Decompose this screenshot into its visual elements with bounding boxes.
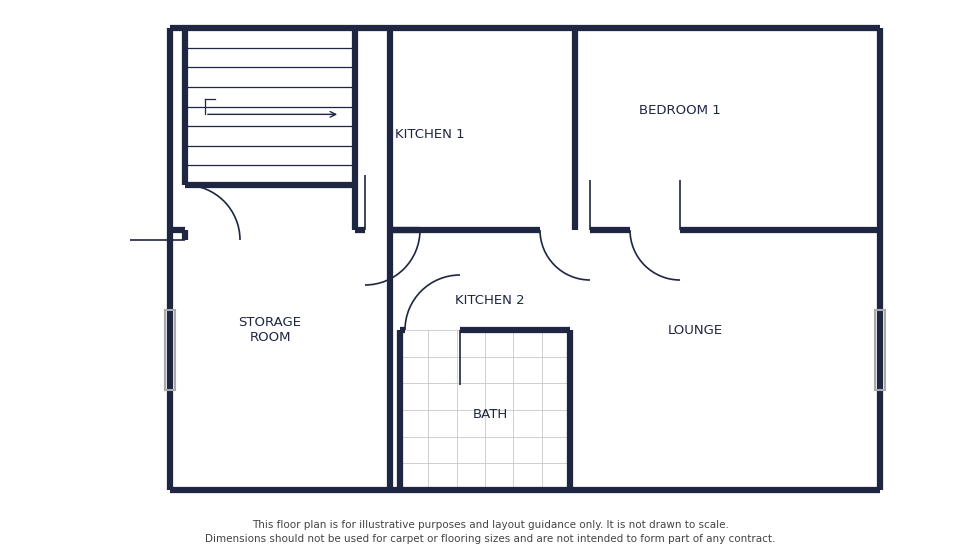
Text: This floor plan is for illustrative purposes and layout guidance only. It is not: This floor plan is for illustrative purp… (252, 520, 728, 530)
Text: LOUNGE: LOUNGE (667, 323, 722, 337)
Text: KITCHEN 2: KITCHEN 2 (455, 294, 525, 306)
Text: Dimensions should not be used for carpet or flooring sizes and are not intended : Dimensions should not be used for carpet… (205, 534, 775, 544)
Text: BEDROOM 1: BEDROOM 1 (639, 104, 721, 116)
Text: KITCHEN 1: KITCHEN 1 (395, 128, 465, 142)
Text: BATH: BATH (472, 408, 508, 422)
Text: STORAGE
ROOM: STORAGE ROOM (238, 316, 302, 344)
